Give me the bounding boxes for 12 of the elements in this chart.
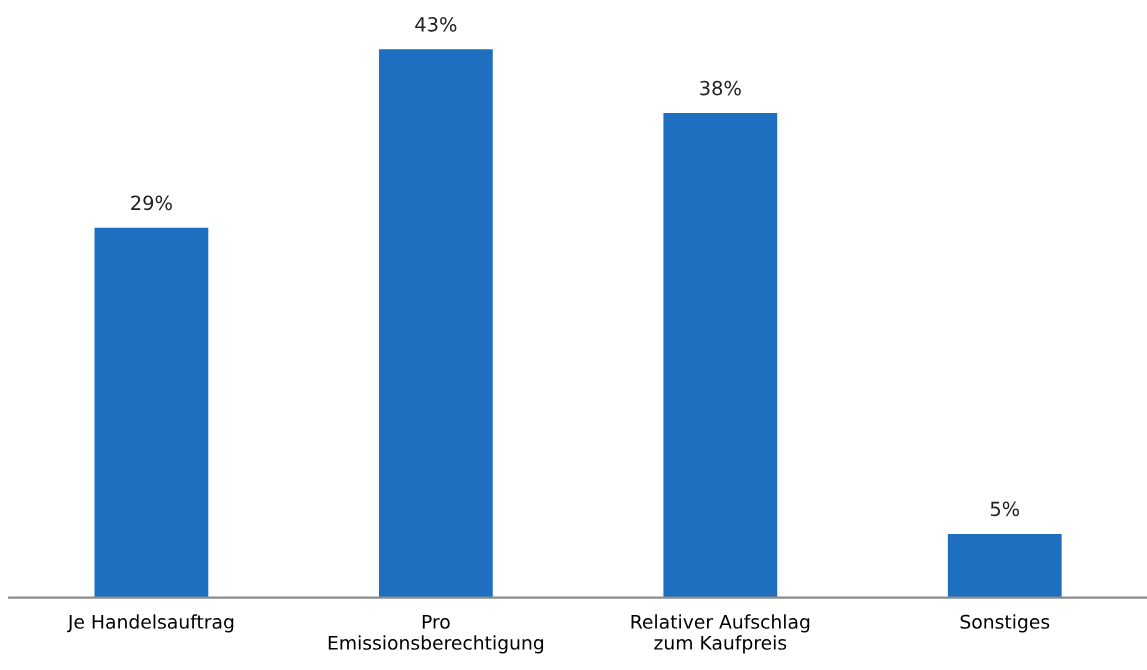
x-tick-label: Sonstiges [960,614,1050,633]
bar [947,533,1062,598]
data-label: 38% [700,80,741,96]
x-tick-label: Pro Emissionsberechtigung [328,614,544,654]
data-label: 43% [415,16,457,32]
bar [663,113,778,598]
data-label: 5% [990,501,1020,517]
bar [94,227,209,598]
x-tick-label: Je Handelsauftrag [66,614,234,633]
x-tick-label: Relativer Aufschlag zum Kaufpreis [631,614,810,654]
data-label: 29% [131,195,172,211]
bar [378,49,493,598]
